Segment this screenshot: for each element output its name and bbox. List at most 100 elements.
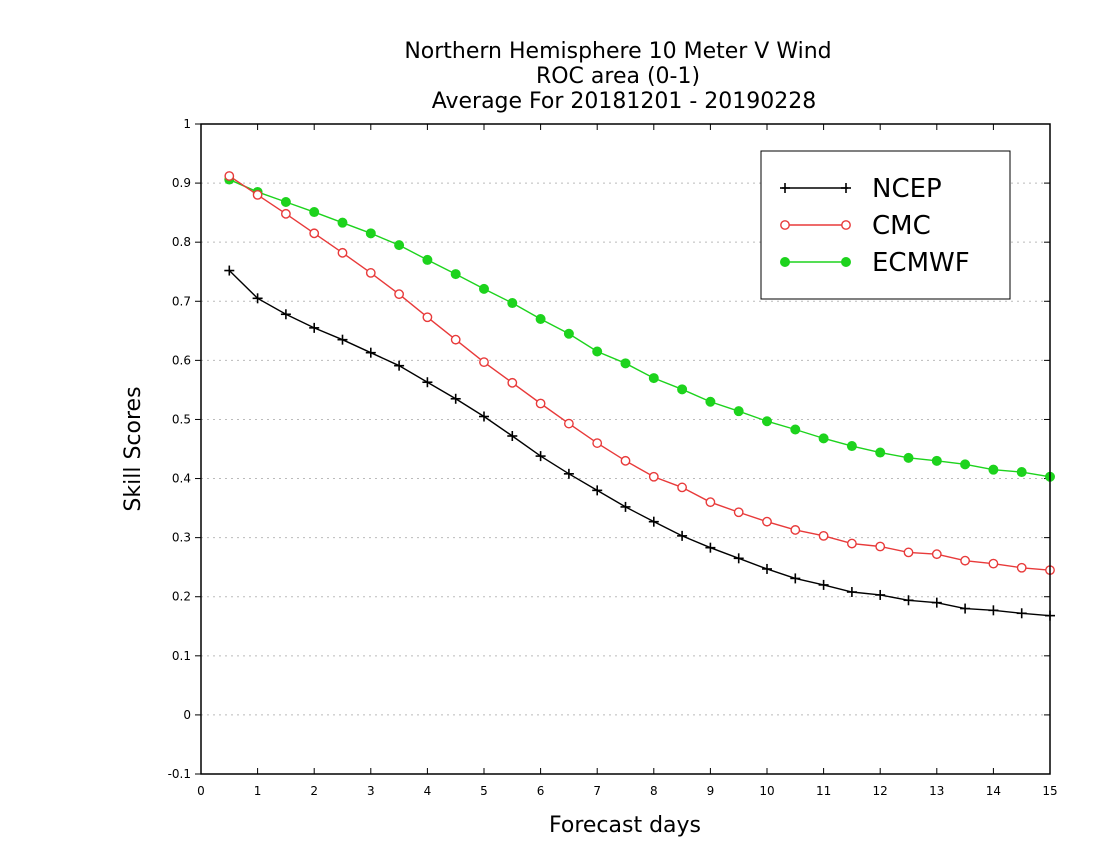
series-layer xyxy=(224,171,1055,621)
data-point-ecmwf xyxy=(648,373,659,384)
data-point-ecmwf xyxy=(535,314,546,324)
chart-title: Northern Hemisphere 10 Meter V Wind ROC … xyxy=(404,39,831,114)
data-point-ncep xyxy=(931,597,942,608)
data-point-cmc xyxy=(847,538,857,549)
data-point-ecmwf xyxy=(960,459,971,470)
chart-title-line-2: ROC area (0-1) xyxy=(536,64,700,89)
data-point-ncep xyxy=(733,553,744,564)
data-point-cmc xyxy=(365,268,376,278)
x-tick-label: 14 xyxy=(986,784,1001,798)
data-point-cmc xyxy=(988,558,999,569)
y-tick-label: 0.7 xyxy=(172,294,191,308)
data-point-cmc xyxy=(648,471,659,482)
x-tick-label: 12 xyxy=(873,784,888,798)
data-point-ecmwf xyxy=(394,240,405,251)
data-point-cmc xyxy=(422,312,433,323)
x-axis: 0 1 2 3 4 5 6 7 8 9 10 11 12 13 14 15 xyxy=(197,124,1058,798)
x-tick-label: 3 xyxy=(367,784,375,798)
data-point-cmc xyxy=(394,289,404,300)
y-tick-label: 0.5 xyxy=(172,412,191,426)
data-point-ncep xyxy=(479,411,489,422)
data-point-cmc xyxy=(903,547,914,558)
y-tick-label: 0.2 xyxy=(172,590,191,604)
data-point-ecmwf xyxy=(563,328,574,339)
legend-item-ncep: NCEP xyxy=(780,174,942,204)
data-point-ncep xyxy=(422,377,433,388)
data-point-ncep xyxy=(988,605,999,616)
data-point-ncep xyxy=(224,265,235,276)
data-point-cmc xyxy=(450,334,461,345)
data-point-ecmwf xyxy=(1016,467,1027,478)
y-tick-label: 0.6 xyxy=(172,353,191,367)
x-tick-label: 2 xyxy=(310,784,318,798)
data-point-cmc xyxy=(564,418,574,429)
legend-label-ncep: NCEP xyxy=(872,174,942,204)
data-point-ecmwf xyxy=(280,197,291,207)
legend-label-cmc: CMC xyxy=(872,211,931,241)
chart-title-line-3: Average For 20181201 - 20190228 xyxy=(432,89,817,114)
data-point-cmc xyxy=(705,497,716,508)
data-point-ncep xyxy=(790,573,801,584)
x-tick-label: 11 xyxy=(816,784,831,798)
data-point-ncep xyxy=(507,431,518,441)
legend-marker-ecmwf xyxy=(841,257,851,267)
data-point-ecmwf xyxy=(309,207,320,218)
data-point-ncep xyxy=(762,563,772,574)
data-point-ecmwf xyxy=(875,447,886,458)
data-point-cmc xyxy=(535,398,546,409)
data-point-ecmwf xyxy=(903,452,914,463)
y-tick-label: 0.4 xyxy=(172,472,191,486)
chart-title-line-1: Northern Hemisphere 10 Meter V Wind xyxy=(404,39,831,64)
legend-marker-ncep xyxy=(780,183,790,193)
data-point-ncep xyxy=(1016,608,1027,619)
data-point-ncep xyxy=(818,579,829,590)
series-ecmwf xyxy=(224,174,1055,482)
x-tick-label: 7 xyxy=(593,784,601,798)
data-point-ecmwf xyxy=(365,228,376,239)
legend-marker-cmc xyxy=(841,220,851,230)
y-tick-label: 1 xyxy=(183,117,191,131)
x-tick-label: 9 xyxy=(707,784,715,798)
x-tick-label: 4 xyxy=(424,784,432,798)
series-cmc xyxy=(224,171,1055,576)
data-point-ncep xyxy=(337,334,348,345)
y-tick-label: 0.3 xyxy=(172,531,191,545)
data-point-cmc xyxy=(677,482,687,493)
legend-item-ecmwf: ECMWF xyxy=(780,248,970,278)
data-point-ncep xyxy=(563,468,574,479)
y-tick-label: 0 xyxy=(183,708,191,722)
data-point-cmc xyxy=(479,357,489,368)
data-point-cmc xyxy=(931,549,942,560)
x-tick-label: 10 xyxy=(759,784,774,798)
data-point-ecmwf xyxy=(790,424,801,435)
data-point-ncep xyxy=(960,603,971,614)
x-tick-label: 8 xyxy=(650,784,658,798)
y-axis-label: Skill Scores xyxy=(121,386,146,511)
data-point-ecmwf xyxy=(762,416,772,427)
data-point-ecmwf xyxy=(733,406,744,417)
x-tick-label: 6 xyxy=(537,784,545,798)
series-line-ncep xyxy=(228,270,1051,617)
legend-label-ecmwf: ECMWF xyxy=(872,248,970,278)
y-axis: -0.1 0 0.1 0.2 0.3 0.4 0.5 0.6 0.7 0.8 0.9 1 xyxy=(168,117,1050,781)
x-tick-label: 0 xyxy=(197,784,205,798)
data-point-ncep xyxy=(875,589,886,600)
data-point-ncep xyxy=(705,542,716,553)
x-axis-label: Forecast days xyxy=(549,813,701,838)
data-point-ncep xyxy=(535,451,546,462)
data-point-ecmwf xyxy=(620,358,631,369)
x-tick-label: 1 xyxy=(254,784,262,798)
series-ncep xyxy=(224,265,1055,621)
data-point-ncep xyxy=(280,309,291,320)
data-point-ecmwf xyxy=(931,455,942,466)
data-point-cmc xyxy=(875,541,886,552)
data-point-ecmwf xyxy=(846,441,857,452)
data-point-ncep xyxy=(309,322,320,333)
data-point-cmc xyxy=(818,530,829,541)
y-tick-label: 0.1 xyxy=(172,649,191,663)
legend-marker-cmc xyxy=(780,220,790,230)
x-tick-label: 13 xyxy=(929,784,944,798)
legend-marker-ncep xyxy=(841,183,851,193)
data-point-ecmwf xyxy=(450,269,461,280)
